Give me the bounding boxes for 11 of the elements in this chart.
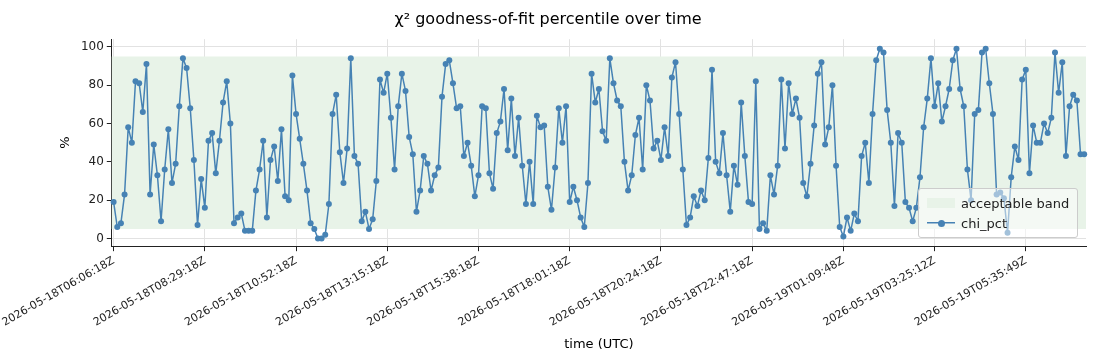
y-tick-label: 20	[88, 192, 104, 207]
y-tick-label: 80	[88, 77, 104, 92]
legend-label: chi_pct	[961, 215, 1007, 231]
y-tick-label: 60	[88, 115, 104, 130]
band-label: acceptable band	[961, 195, 1070, 211]
chart-title: χ² goodness-of-fit percentile over time	[394, 8, 702, 28]
y-axis-title: %	[57, 136, 73, 149]
x-axis-title: time (UTC)	[564, 335, 634, 351]
y-tick-label: 100	[80, 38, 104, 53]
y-tick-label: 0	[96, 230, 104, 245]
y-tick-label: 40	[88, 153, 104, 168]
